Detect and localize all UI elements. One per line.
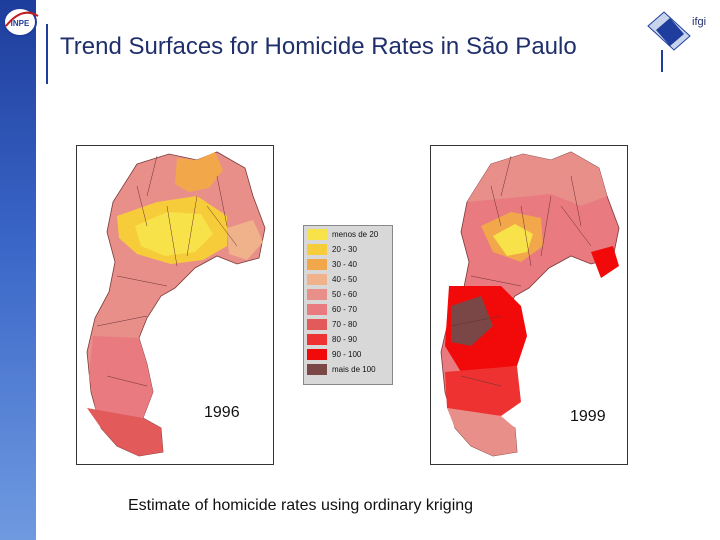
legend-row: 80 - 90 <box>307 334 357 345</box>
map-1996-graphic <box>86 151 266 457</box>
legend-swatch <box>307 274 327 285</box>
legend-label: 40 - 50 <box>332 275 357 284</box>
legend-label: 80 - 90 <box>332 335 357 344</box>
legend-row: 30 - 40 <box>307 259 357 270</box>
legend-swatch <box>307 364 327 375</box>
title-rule <box>46 24 48 84</box>
legend-label: 20 - 30 <box>332 245 357 254</box>
legend-swatch <box>307 244 327 255</box>
legend-row: 20 - 30 <box>307 244 357 255</box>
left-blue-sidebar <box>0 0 36 540</box>
legend-label: 90 - 100 <box>332 350 362 359</box>
legend-swatch <box>307 304 327 315</box>
map-1996-year: 1996 <box>204 404 240 421</box>
legend-swatch <box>307 289 327 300</box>
map-1999-graphic <box>440 151 620 457</box>
legend-row: 60 - 70 <box>307 304 357 315</box>
ifgi-text: ifgi <box>692 16 707 28</box>
slide-title: Trend Surfaces for Homicide Rates in São… <box>60 33 577 60</box>
slide-caption: Estimate of homicide rates using ordinar… <box>128 497 474 514</box>
legend-label: 60 - 70 <box>332 305 357 314</box>
ifgi-logo <box>647 11 691 72</box>
legend-row: menos de 20 <box>307 229 378 240</box>
legend-swatch <box>307 259 327 270</box>
legend-swatch <box>307 349 327 360</box>
legend-label: 50 - 60 <box>332 290 357 299</box>
map-1996 <box>76 145 274 465</box>
legend-label: mais de 100 <box>332 365 376 374</box>
legend-swatch <box>307 334 327 345</box>
map-1999-year: 1999 <box>570 408 606 425</box>
legend: menos de 20 20 - 30 30 - 40 40 - 50 50 -… <box>303 225 393 385</box>
map-1999 <box>430 145 628 465</box>
legend-swatch <box>307 229 327 240</box>
legend-row: 40 - 50 <box>307 274 357 285</box>
legend-row: 50 - 60 <box>307 289 357 300</box>
legend-label: 70 - 80 <box>332 320 357 329</box>
legend-swatch <box>307 319 327 330</box>
legend-label: 30 - 40 <box>332 260 357 269</box>
inpe-logo: INPE <box>3 7 39 37</box>
legend-row: 70 - 80 <box>307 319 357 330</box>
legend-row: mais de 100 <box>307 364 376 375</box>
legend-row: 90 - 100 <box>307 349 361 360</box>
legend-label: menos de 20 <box>332 230 379 239</box>
inpe-logo-text: INPE <box>11 19 30 28</box>
